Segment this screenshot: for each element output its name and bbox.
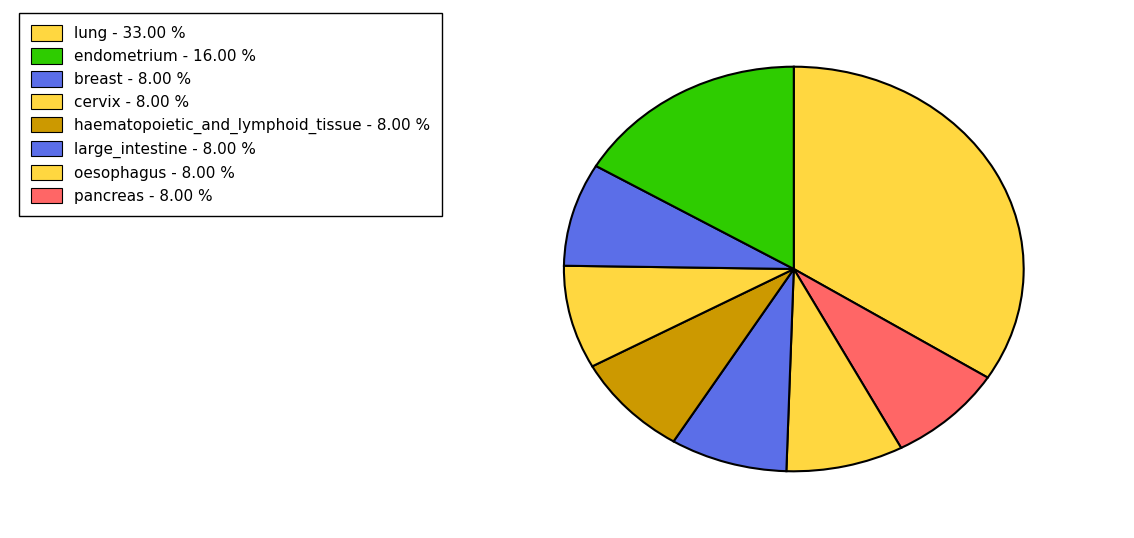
Wedge shape xyxy=(786,269,902,471)
Legend: lung - 33.00 %, endometrium - 16.00 %, breast - 8.00 %, cervix - 8.00 %, haemato: lung - 33.00 %, endometrium - 16.00 %, b… xyxy=(19,13,442,216)
Wedge shape xyxy=(592,269,794,441)
Wedge shape xyxy=(794,67,1024,378)
Wedge shape xyxy=(564,266,794,366)
Wedge shape xyxy=(596,67,794,269)
Wedge shape xyxy=(794,269,988,448)
Wedge shape xyxy=(674,269,794,471)
Wedge shape xyxy=(564,166,794,269)
